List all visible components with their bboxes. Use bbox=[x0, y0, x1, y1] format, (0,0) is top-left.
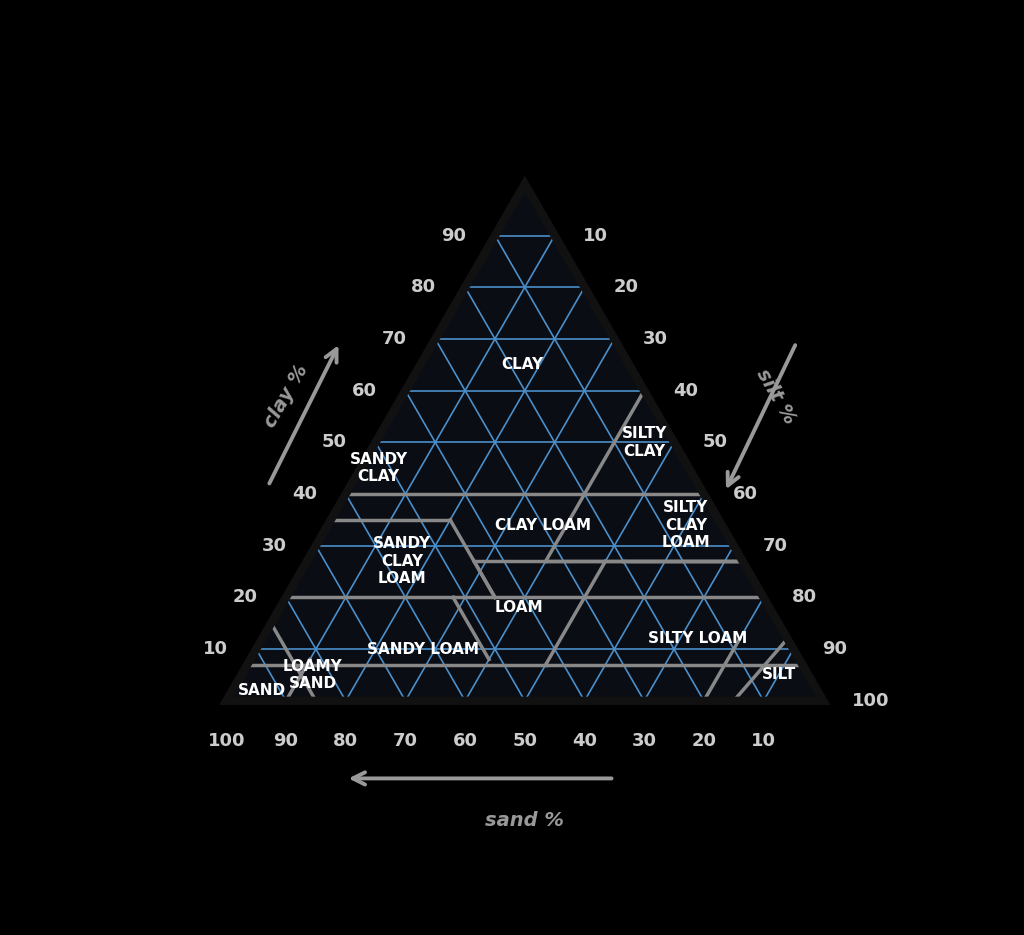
Text: LOAM: LOAM bbox=[495, 600, 543, 615]
Text: 30: 30 bbox=[643, 330, 668, 348]
Text: SILTY
CLAY: SILTY CLAY bbox=[622, 426, 667, 458]
Text: 10: 10 bbox=[203, 640, 227, 658]
Text: 70: 70 bbox=[382, 330, 407, 348]
Text: 30: 30 bbox=[632, 732, 656, 750]
Text: 10: 10 bbox=[584, 226, 608, 245]
Text: 30: 30 bbox=[262, 537, 287, 554]
Text: SANDY
CLAY
LOAM: SANDY CLAY LOAM bbox=[374, 537, 431, 586]
Text: 40: 40 bbox=[572, 732, 597, 750]
Text: 80: 80 bbox=[333, 732, 358, 750]
Text: 70: 70 bbox=[763, 537, 787, 554]
Polygon shape bbox=[226, 184, 823, 701]
Text: SILTY LOAM: SILTY LOAM bbox=[648, 631, 748, 646]
Text: 90: 90 bbox=[822, 640, 847, 658]
Text: clay %: clay % bbox=[260, 362, 311, 431]
Text: 100: 100 bbox=[208, 732, 245, 750]
Text: 60: 60 bbox=[453, 732, 477, 750]
Text: 10: 10 bbox=[751, 732, 776, 750]
Text: CLAY: CLAY bbox=[501, 357, 543, 372]
Text: LOAMY
SAND: LOAMY SAND bbox=[283, 659, 343, 691]
Text: 50: 50 bbox=[512, 732, 538, 750]
Text: 50: 50 bbox=[702, 433, 728, 452]
Text: 60: 60 bbox=[352, 381, 377, 399]
Text: 70: 70 bbox=[393, 732, 418, 750]
Text: 40: 40 bbox=[292, 485, 317, 503]
Text: 90: 90 bbox=[441, 226, 466, 245]
Text: 50: 50 bbox=[322, 433, 347, 452]
Text: SAND: SAND bbox=[238, 683, 286, 698]
Text: 80: 80 bbox=[412, 279, 436, 296]
Text: 60: 60 bbox=[732, 485, 758, 503]
Text: CLAY LOAM: CLAY LOAM bbox=[495, 518, 591, 533]
Text: 20: 20 bbox=[613, 279, 638, 296]
Text: SANDY
CLAY: SANDY CLAY bbox=[349, 452, 408, 484]
Text: 90: 90 bbox=[273, 732, 299, 750]
Text: sand %: sand % bbox=[485, 812, 564, 830]
Text: 20: 20 bbox=[691, 732, 717, 750]
Text: 40: 40 bbox=[673, 381, 697, 399]
Text: 80: 80 bbox=[793, 588, 817, 607]
Text: SILT: SILT bbox=[762, 668, 796, 683]
Text: SANDY LOAM: SANDY LOAM bbox=[368, 641, 479, 656]
Text: 100: 100 bbox=[852, 692, 890, 710]
Text: silt %: silt % bbox=[753, 366, 799, 427]
Text: 20: 20 bbox=[232, 588, 257, 607]
Text: SILTY
CLAY
LOAM: SILTY CLAY LOAM bbox=[662, 500, 711, 550]
